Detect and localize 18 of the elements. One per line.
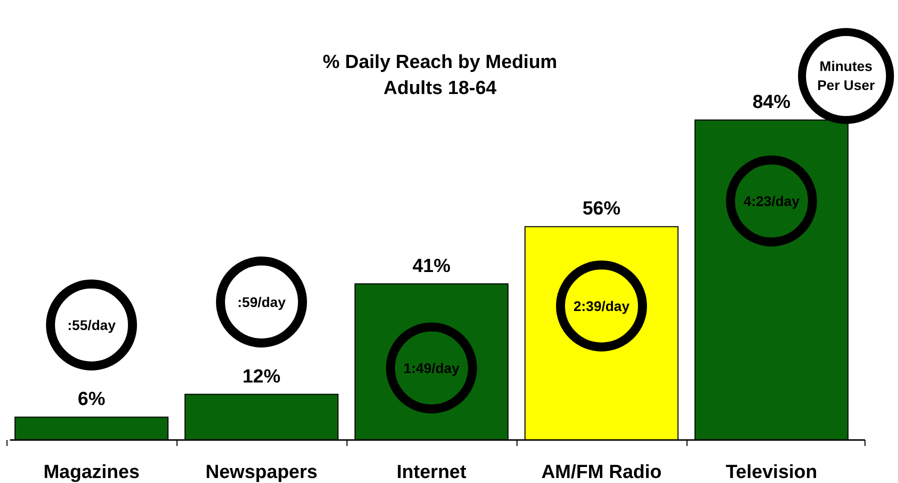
x-tick-label: Newspapers bbox=[206, 462, 318, 483]
x-tick-label: Magazines bbox=[43, 462, 140, 483]
chart-subtitle: Adults 18-64 bbox=[384, 78, 497, 99]
annotation: :55/day bbox=[67, 317, 116, 333]
data-label: 56% bbox=[582, 198, 621, 220]
annotation: :59/day bbox=[237, 294, 286, 310]
x-tick-label: Internet bbox=[396, 462, 467, 483]
data-label: 6% bbox=[78, 389, 106, 410]
annotation: 1:49/day bbox=[403, 360, 460, 376]
data-label: 84% bbox=[752, 92, 791, 113]
data-label: 12% bbox=[242, 366, 281, 388]
annotation: 4:23/day bbox=[743, 193, 800, 209]
text: Minutes Per User bbox=[817, 58, 876, 93]
annotation: 2:39/day bbox=[573, 298, 630, 314]
x-tick-label: AM/FM Radio bbox=[541, 462, 662, 483]
data-label: 41% bbox=[412, 256, 451, 277]
x-tick-label: Television bbox=[726, 462, 818, 483]
chart-title: % Daily Reach by Medium bbox=[322, 52, 558, 73]
